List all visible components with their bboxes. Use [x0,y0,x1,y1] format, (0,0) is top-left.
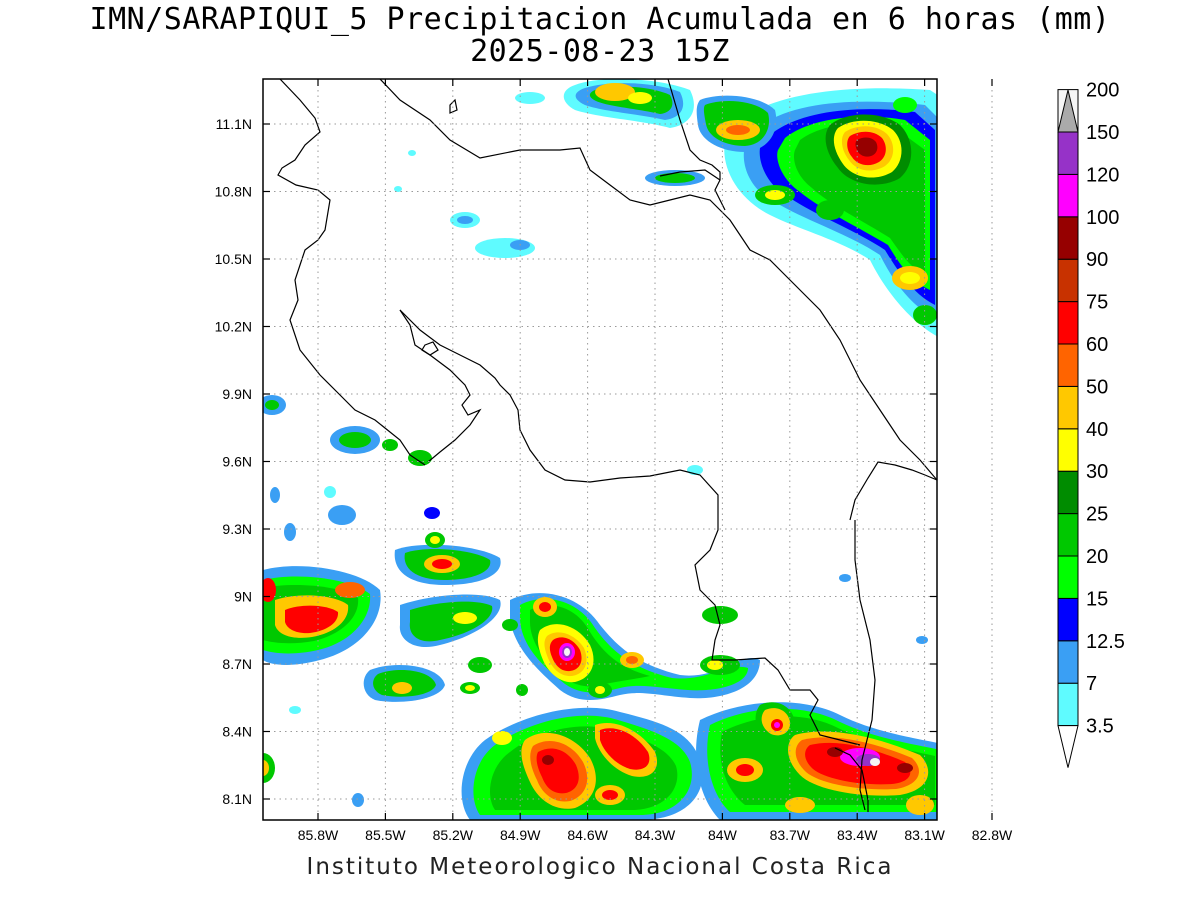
y-tick-label: 9.3N [222,521,252,537]
x-tick-label: 85.2W [433,827,474,843]
colorbar-label: 90 [1086,249,1108,271]
grid-lines [263,79,993,820]
colorbar-label: 150 [1086,122,1119,144]
island-chira [421,341,439,356]
map-title: IMN/SARAPIQUI_5 Precipitacion Acumulada … [89,2,1111,37]
colorbar-legend: 3.5 7 12.5 15 20 25 30 40 50 60 75 90 100 120 150 200 [1057,80,1125,768]
colorbar-segment [1057,131,1079,175]
x-tick-label: 84.3W [635,827,676,843]
colorbar-label: 50 [1086,376,1108,398]
pacific-coast-north [277,79,426,466]
colorbar-segment [1057,555,1079,599]
x-tick-label: 82.8W [972,827,1013,843]
colorbar-segment [1057,385,1079,430]
y-tick-label: 9N [234,589,252,605]
x-tick-label: 83.4W [837,827,878,843]
colorbar-segment [1057,173,1079,218]
colorbar-segment [1057,682,1079,727]
y-tick-label: 11.1N [216,116,252,132]
nicaragua-border-caribbean [379,79,937,481]
panama-border-north [849,461,937,521]
colorbar-label: 75 [1086,292,1108,314]
colorbar-segment [1057,343,1079,387]
x-tick-label: 84.6W [567,827,608,843]
precip-band-south-central [502,593,760,700]
colorbar-label: 20 [1086,546,1108,568]
colorbar-segment [1057,301,1079,345]
y-tick-label: 8.4N [222,724,252,740]
panama-border [854,520,876,811]
institution-credit: Instituto Meteorologico Nacional Costa R… [306,854,894,880]
y-tick-label: 9.6N [222,454,252,470]
burica-peninsula [834,747,869,812]
colorbar-min-arrow [1057,725,1079,768]
precip-band-southwest [263,532,501,807]
y-tick-label: 9.9N [222,386,252,402]
y-tick-label: 10.2N [215,319,252,335]
x-tick-label: 83.7W [770,827,811,843]
colorbar-segment [1057,428,1079,472]
colorbar-label: 15 [1086,588,1108,610]
x-axis-ticks: 85.8W 85.5W 85.2W 84.9W 84.6W 84.3W 84W 83.7W 83… [298,79,1013,843]
colorbar-label: 60 [1086,334,1108,356]
colorbar-label: 100 [1086,207,1119,229]
colorbar-label: 3.5 [1086,716,1114,738]
x-tick-label: 84.9W [500,827,541,843]
x-tick-label: 84W [708,827,738,843]
colorbar-label: 200 [1086,80,1119,102]
precip-scattered-north [394,150,535,258]
colorbar-segment [1057,258,1079,303]
precip-cell-northeast [724,88,937,337]
precip-band-southeast [696,702,937,820]
x-tick-label: 83.1W [904,827,945,843]
y-tick-label: 10.5N [215,251,252,267]
y-tick-label: 10.8N [215,184,252,200]
colorbar-segment [1057,513,1079,557]
river-border [659,169,721,181]
precipitation-field [263,79,937,820]
island-lake [449,98,458,114]
plot-frame [262,78,938,821]
colorbar-max-arrow [1057,89,1079,133]
caribbean-coast [667,79,726,211]
colorbar-segment [1057,470,1079,515]
nicoya-gulf-coast [399,309,482,463]
colorbar-label: 7 [1086,673,1097,695]
colorbar-segment [1057,597,1079,642]
colorbar-segment [1057,640,1079,684]
x-tick-label: 85.8W [298,827,339,843]
y-tick-label: 8.1N [222,791,252,807]
y-axis-ticks: 11.1N 10.8N 10.5N 10.2N 9.9N 9.6N 9.3N 9N 8.7N 8.… [215,116,937,807]
colorbar-segment [1057,216,1079,260]
y-tick-label: 8.7N [222,656,252,672]
colorbar-label: 30 [1086,461,1108,483]
colorbar-label: 12.5 [1086,631,1125,653]
colorbar-label: 40 [1086,419,1108,441]
colorbar-label: 120 [1086,164,1119,186]
x-tick-label: 85.5W [365,827,406,843]
colorbar-label: 25 [1086,504,1108,526]
map-subtitle-datetime: 2025-08-23 15Z [470,34,730,69]
precip-band-south-bottom [461,707,703,820]
